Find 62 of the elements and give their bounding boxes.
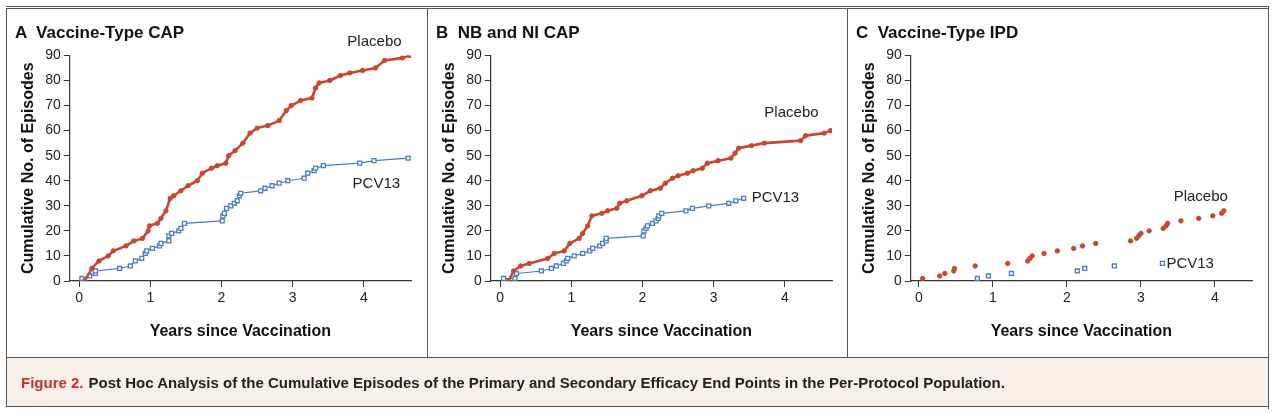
- y-tick-label: 90: [886, 46, 903, 63]
- y-tick-label: 40: [45, 171, 61, 188]
- y-tick-label: 60: [886, 121, 903, 138]
- y-tick-label: 60: [45, 121, 61, 138]
- x-tick-label: 1: [146, 289, 155, 306]
- series-label: PCV13: [352, 174, 401, 192]
- x-tick-label: 0: [915, 289, 924, 306]
- y-tick-label: 20: [45, 221, 61, 238]
- y-tick-label: 40: [465, 171, 482, 188]
- y-tick-label: 80: [45, 71, 61, 88]
- y-tick-label: 30: [45, 196, 61, 213]
- y-tick-label: 70: [886, 96, 903, 113]
- y-tick-label: 30: [886, 196, 903, 213]
- y-tick-label: 50: [45, 146, 61, 163]
- y-tick-label: 10: [886, 246, 903, 263]
- y-tick-label: 50: [886, 146, 903, 163]
- x-tick-label: 2: [1063, 289, 1072, 306]
- y-tick-label: 0: [894, 271, 903, 288]
- x-tick-label: 0: [75, 289, 84, 306]
- x-tick-label: 2: [638, 289, 647, 306]
- chart-title: C Vaccine-Type IPD: [856, 22, 1019, 42]
- y-tick-label: 20: [886, 221, 903, 238]
- x-tick-label: 4: [360, 289, 369, 306]
- series-label: Placebo: [347, 31, 402, 49]
- y-tick-label: 0: [473, 271, 482, 288]
- y-tick-label: 30: [465, 196, 482, 213]
- y-tick-label: 10: [45, 246, 61, 263]
- y-tick-label: 40: [886, 171, 903, 188]
- y-axis-title: Cumulative No. of Episodes: [860, 62, 878, 274]
- text: Placebo: [1174, 186, 1229, 204]
- y-tick-label: 60: [465, 121, 482, 138]
- y-axis-title: Cumulative No. of Episodes: [19, 62, 37, 274]
- y-tick-label: 10: [465, 246, 482, 263]
- x-tick-label: 2: [217, 289, 226, 306]
- y-tick-label: 70: [465, 96, 482, 113]
- series-label: PCV13: [1166, 253, 1215, 271]
- x-tick-label: 3: [709, 289, 718, 306]
- y-tick-label: 50: [465, 146, 482, 163]
- x-axis-title: Years since Vaccination: [149, 321, 332, 339]
- y-axis-title: Cumulative No. of Episodes: [439, 62, 457, 274]
- y-tick-label: 20: [465, 221, 482, 238]
- x-tick-label: 3: [1137, 289, 1146, 306]
- x-tick-label: 0: [495, 289, 504, 306]
- x-tick-label: 1: [567, 289, 576, 306]
- y-tick-label: 80: [886, 71, 903, 88]
- x-tick-label: 4: [780, 289, 789, 306]
- x-axis-title: Years since Vaccination: [991, 321, 1173, 339]
- series-label: Placebo: [764, 102, 819, 120]
- chart-title: A Vaccine-Type CAP: [15, 22, 185, 42]
- y-tick-label: 70: [45, 96, 61, 113]
- y-tick-label: 0: [52, 271, 61, 288]
- x-tick-label: 1: [989, 289, 998, 306]
- x-tick-label: 3: [288, 289, 297, 306]
- chart-title: B NB and NI CAP: [435, 22, 580, 42]
- series-label: PCV13: [751, 188, 799, 206]
- y-tick-label: 90: [45, 46, 61, 63]
- y-tick-label: 90: [465, 46, 482, 63]
- caption: Figure 2.: [21, 373, 84, 391]
- x-axis-title: Years since Vaccination: [570, 321, 752, 339]
- y-tick-label: 80: [465, 71, 482, 88]
- text: Post Hoc Analysis of the Cumulative Episodes of the Primary and Secondary Efficacy End Points in the Per-Protocol Population.: [88, 373, 1005, 391]
- x-tick-label: 4: [1211, 289, 1220, 306]
